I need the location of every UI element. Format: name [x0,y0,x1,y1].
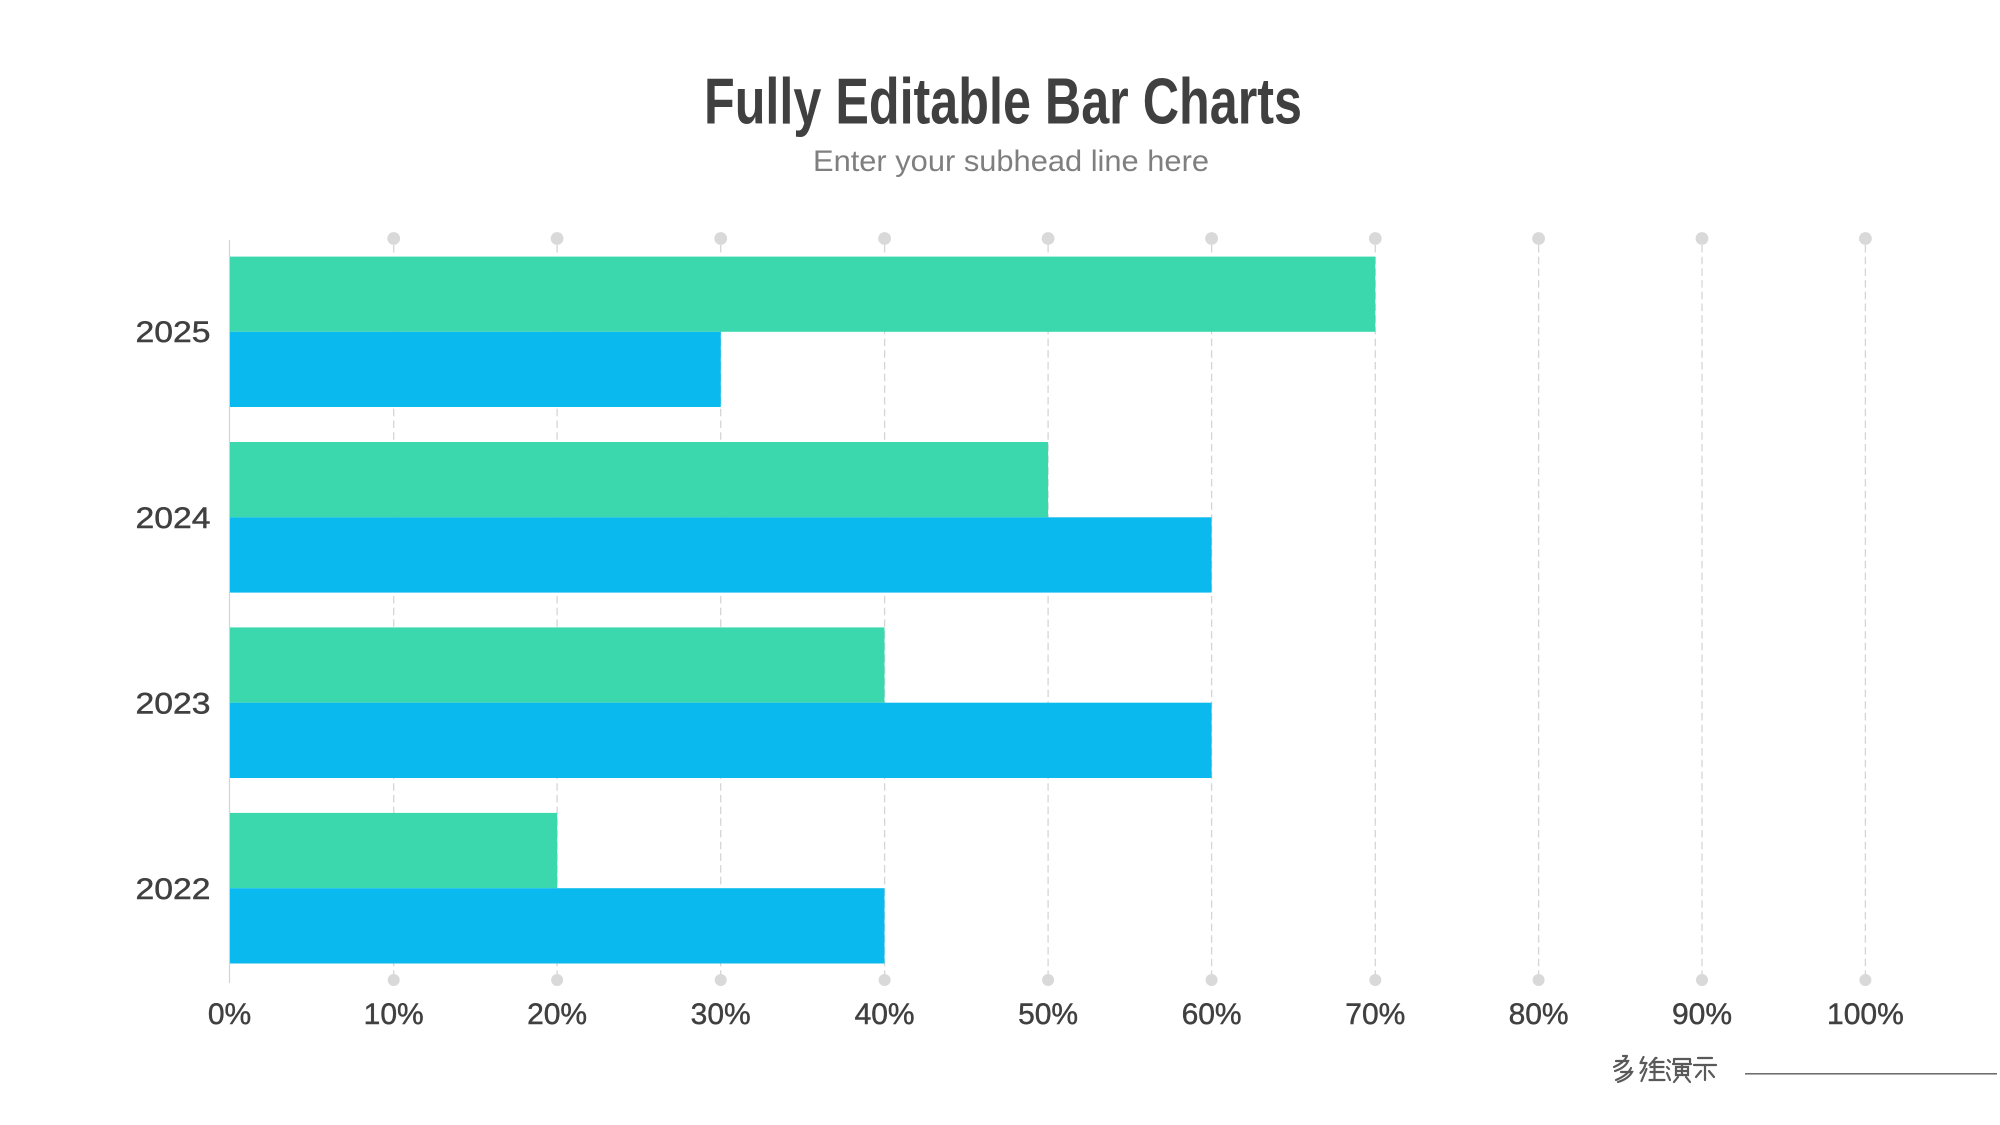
svg-text:50%: 50% [1018,998,1078,1031]
svg-text:2025: 2025 [136,316,211,349]
svg-text:Fully Editable Bar Charts: Fully Editable Bar Charts [704,65,1302,138]
svg-text:30%: 30% [691,998,751,1031]
svg-text:2022: 2022 [136,873,211,906]
svg-text:20%: 20% [527,998,587,1031]
svg-text:100%: 100% [1827,998,1904,1031]
svg-text:90%: 90% [1672,998,1732,1031]
svg-text:2024: 2024 [136,502,211,535]
svg-text:80%: 80% [1509,998,1569,1031]
svg-text:Enter your subhead line here: Enter your subhead line here [813,145,1209,178]
svg-text:70%: 70% [1345,998,1405,1031]
svg-text:60%: 60% [1182,998,1242,1031]
svg-text:2023: 2023 [136,688,211,721]
svg-text:10%: 10% [364,998,424,1031]
svg-text:40%: 40% [855,998,915,1031]
svg-text:0%: 0% [208,998,251,1031]
